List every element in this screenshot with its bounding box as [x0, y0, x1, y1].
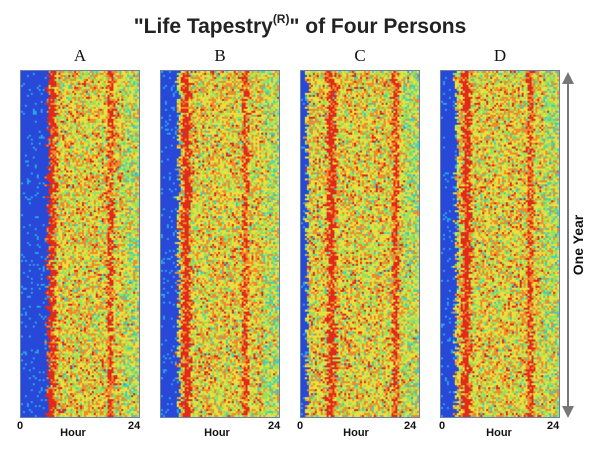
x-axis-label-b: Hour	[204, 427, 230, 439]
x-axis-label-d: Hour	[486, 427, 512, 439]
x-tick-start-a: 0	[17, 420, 24, 432]
chart-title-end: " of Four Persons	[289, 15, 467, 38]
panel-label-b: B	[214, 46, 226, 65]
chart-title-registered: (R)	[272, 12, 290, 26]
x-tick-end-d: 24	[547, 420, 560, 432]
x-tick-start-d: 0	[439, 420, 446, 432]
x-tick-start-c: 0	[297, 420, 304, 432]
chart-title-main: "Life Tapestry	[133, 15, 273, 38]
heatmap-panel-a	[20, 70, 140, 418]
heatmap-canvas-a	[21, 71, 139, 417]
x-tick-end-c: 24	[404, 420, 417, 432]
y-axis-label: One Year	[570, 214, 586, 276]
arrow-head-up	[562, 72, 574, 84]
x-tick-end-b: 24	[268, 420, 281, 432]
heatmap-panel-d	[440, 70, 560, 418]
arrow-head-down	[562, 406, 574, 418]
x-axis-label-c: Hour	[343, 427, 369, 439]
heatmap-canvas-d	[441, 71, 559, 417]
x-axis-label-a: Hour	[60, 427, 86, 439]
chart-title: "Life Tapestry(R)" of Four Persons	[0, 12, 600, 39]
panel-label-d: D	[493, 46, 507, 65]
panel-label-a: A	[73, 46, 87, 65]
heatmap-canvas-c	[301, 71, 419, 417]
one-year-arrow	[562, 72, 574, 418]
x-tick-end-a: 24	[128, 420, 141, 432]
heatmap-panel-b	[160, 70, 280, 418]
heatmap-canvas-b	[161, 71, 279, 417]
heatmap-panel-c	[300, 70, 420, 418]
panel-label-c: C	[354, 46, 366, 65]
